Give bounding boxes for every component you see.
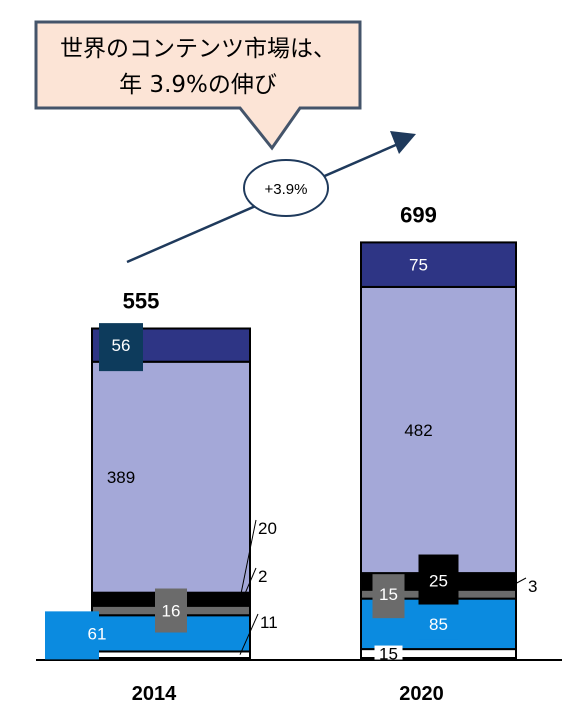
segment-value-2020-5: 482 [404,421,432,440]
callout-line-2: 年 3.9%の伸び [119,72,277,98]
segment-value-2014-5: 389 [107,468,135,487]
category-label-2014: 2014 [132,683,177,705]
total-label-2014: 555 [123,288,160,313]
callout: 世界のコンテンツ市場は、 年 3.9%の伸び [36,22,360,148]
growth-arrow-head [390,131,416,154]
segment-value-2020-3: 3 [528,577,537,596]
segment-value-2020-4: 25 [429,572,448,591]
segment-value-2014-2: 16 [162,602,181,621]
callout-line-1: 世界のコンテンツ市場は、 [60,36,336,62]
segment-value-2014-4: 20 [258,519,277,538]
growth-badge-label: +3.9% [265,181,308,198]
segment-value-2014-3: 2 [258,567,267,586]
segment-value-2014-0: 11 [260,613,278,632]
category-label-2020: 2020 [399,683,444,705]
segment-value-2014-1: 61 [88,624,107,643]
segment-value-2014-6: 56 [112,336,131,355]
segment-value-2020-0: 15 [379,645,398,664]
segment-value-2020-6: 75 [409,256,428,275]
segment-value-2020-2: 15 [379,585,398,604]
total-label-2020: 699 [400,202,437,227]
segment-value-2020-1: 85 [429,615,448,634]
